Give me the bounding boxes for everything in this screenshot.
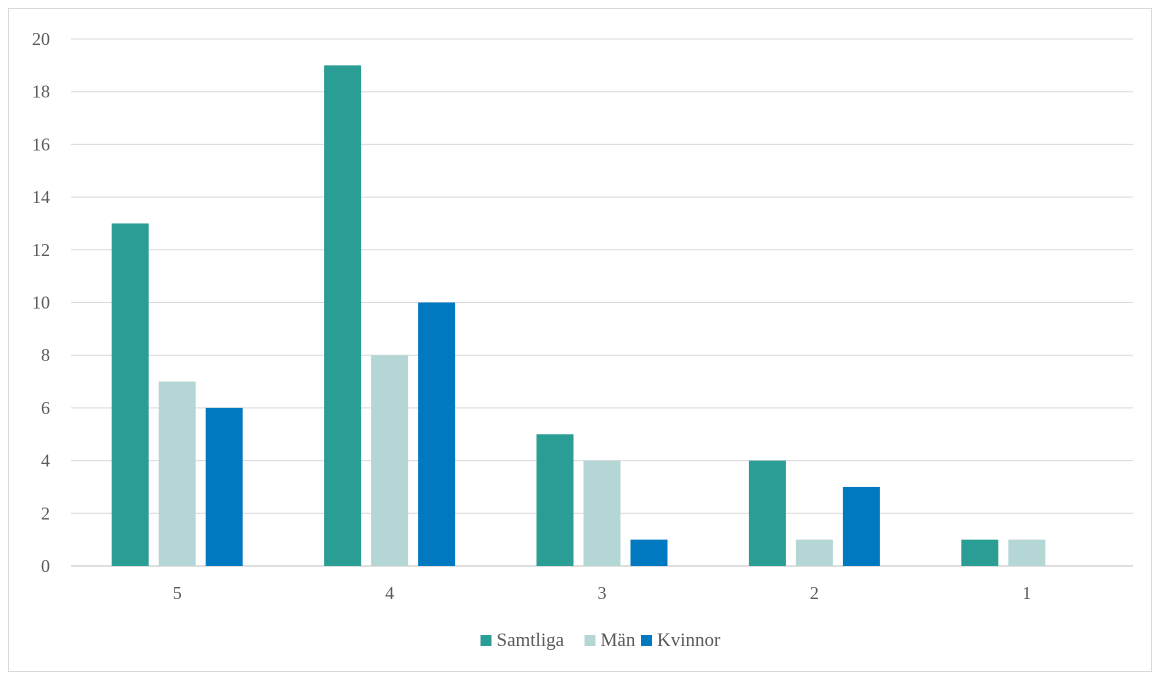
bar-samtliga-2 — [748, 460, 786, 566]
legend-item: Män — [584, 630, 636, 651]
y-tick-label: 2 — [41, 503, 50, 523]
x-tick-label: 2 — [810, 583, 819, 603]
y-tick-label: 8 — [41, 345, 50, 365]
legend-swatch — [480, 635, 492, 646]
legend-item: Samtliga — [480, 630, 565, 651]
legend-label: Kvinnor — [657, 630, 721, 651]
y-tick-label: 10 — [32, 293, 50, 313]
legend-label: Män — [601, 630, 636, 651]
x-tick-label: 1 — [1022, 583, 1031, 603]
bar-kvinnor-4 — [418, 302, 456, 566]
bar-kvinnor-2 — [842, 486, 880, 566]
bar-män-1 — [1008, 539, 1046, 566]
x-axis-ticks: 5 4 3 2 1 — [173, 583, 1032, 603]
x-tick-label: 3 — [598, 583, 607, 603]
bar-kvinnor-5 — [205, 407, 243, 566]
bar-män-4 — [371, 355, 409, 566]
y-tick-label: 6 — [41, 398, 50, 418]
y-tick-label: 0 — [41, 556, 50, 576]
legend-swatch — [641, 635, 652, 646]
y-axis-ticks: 0 2 4 6 8 10 12 14 16 18 20 — [32, 29, 50, 576]
y-tick-label: 16 — [32, 134, 50, 154]
y-tick-label: 4 — [41, 451, 50, 471]
bar-samtliga-5 — [111, 223, 149, 566]
y-tick-label: 14 — [32, 187, 50, 207]
bar-samtliga-3 — [536, 434, 574, 566]
legend: Samtliga Män Kvinnor — [480, 630, 721, 651]
bar-kvinnor-3 — [630, 539, 668, 566]
bars — [111, 65, 1046, 566]
bar-män-2 — [795, 539, 833, 566]
legend-swatch — [584, 635, 596, 646]
bar-samtliga-1 — [961, 539, 999, 566]
bar-män-5 — [158, 381, 196, 566]
x-tick-label: 5 — [173, 583, 182, 603]
x-tick-label: 4 — [385, 583, 394, 603]
bar-män-3 — [583, 460, 621, 566]
bar-samtliga-4 — [324, 65, 362, 566]
y-tick-label: 12 — [32, 240, 50, 260]
legend-item: Kvinnor — [641, 630, 721, 651]
legend-label: Samtliga — [497, 630, 565, 651]
gridlines — [71, 38, 1133, 567]
y-tick-label: 20 — [32, 29, 50, 49]
y-tick-label: 18 — [32, 82, 50, 102]
